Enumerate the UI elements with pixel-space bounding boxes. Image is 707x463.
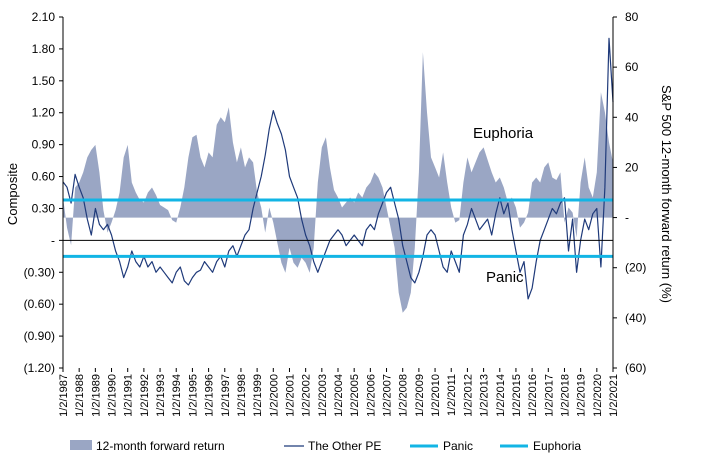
- x-tick-label: 1/2/1995: [187, 374, 199, 417]
- euphoria-annotation: Euphoria: [473, 125, 534, 142]
- x-tick-label: 1/2/1997: [220, 374, 232, 417]
- right-tick-label: (40): [625, 311, 646, 325]
- x-tick-label: 1/2/2018: [559, 374, 571, 417]
- x-tick-label: 1/2/2006: [365, 374, 377, 417]
- x-tick-label: 1/2/2003: [317, 374, 329, 417]
- left-tick-label: -: [51, 233, 55, 247]
- x-tick-label: 1/2/1988: [74, 374, 86, 417]
- x-tick-label: 1/2/2016: [527, 374, 539, 417]
- axes: [62, 17, 614, 368]
- legend: 12-month forward return The Other PE Pan…: [70, 439, 581, 453]
- x-tick-label: 1/2/2007: [382, 374, 394, 417]
- right-tick-label: 20: [625, 160, 639, 174]
- x-tick-label: 1/2/1999: [252, 374, 264, 417]
- right-tick-label: 40: [625, 110, 639, 124]
- x-tick-label: 1/2/2017: [543, 374, 555, 417]
- x-tick-label: 1/2/2010: [430, 374, 442, 417]
- right-tick-label: 80: [625, 10, 639, 24]
- forward-return-area-path: [63, 52, 613, 313]
- left-axis-ticks: 2.10 1.80 1.50 1.20 0.90 0.60 0.30 - (0.30) (0.60…: [24, 10, 63, 375]
- x-tick-label: 1/2/1990: [107, 374, 119, 417]
- x-tick-label: 1/2/2020: [592, 374, 604, 417]
- x-tick-label: 1/2/2012: [462, 374, 474, 417]
- x-tick-label: 1/2/1992: [139, 374, 151, 417]
- threshold-lines: [63, 198, 613, 258]
- x-tick-label: 1/2/2021: [608, 374, 620, 417]
- x-tick-label: 1/2/1993: [155, 374, 167, 417]
- forward-return-area: [63, 52, 613, 313]
- left-tick-label: 1.50: [32, 74, 56, 88]
- x-tick-label: 1/2/2000: [268, 374, 280, 417]
- left-tick-label: 0.60: [32, 170, 56, 184]
- x-tick-label: 1/2/2005: [349, 374, 361, 417]
- x-tick-label: 1/2/2015: [511, 374, 523, 417]
- x-tick-label: 1/2/2004: [333, 374, 345, 417]
- panic-annotation: Panic: [486, 269, 524, 286]
- x-tick-label: 1/2/2019: [576, 374, 588, 417]
- left-tick-label: 1.20: [32, 106, 56, 120]
- x-tick-label: 1/2/2011: [446, 374, 458, 416]
- x-tick-label: 1/2/2014: [495, 374, 507, 417]
- x-tick-label: 1/2/2009: [414, 374, 426, 417]
- x-tick-label: 1/2/1991: [123, 374, 135, 417]
- left-tick-label: 2.10: [32, 10, 56, 24]
- left-tick-label: (0.90): [24, 329, 55, 343]
- right-tick-label: (60): [625, 361, 646, 375]
- other-pe-line-path: [62, 37, 614, 300]
- legend-swatch-forward-return: [70, 440, 92, 450]
- right-tick-label: (20): [625, 261, 646, 275]
- legend-label-panic: Panic: [443, 439, 473, 453]
- legend-label-forward-return: 12-month forward return: [96, 439, 225, 453]
- x-tick-label: 1/2/1998: [236, 374, 248, 417]
- x-tick-label: 1/2/1996: [204, 374, 216, 417]
- right-axis-ticks: 80 60 40 20 - (20) (40) (60): [613, 10, 646, 375]
- x-tick-label: 1/2/1989: [90, 374, 102, 417]
- x-tick-label: 1/2/2001: [284, 374, 296, 417]
- right-axis-title: S&P 500 12-month forward return (%): [659, 85, 674, 303]
- x-tick-label: 1/2/1987: [58, 374, 70, 417]
- x-tick-label: 1/2/2002: [301, 374, 313, 417]
- x-tick-label: 1/2/1994: [171, 374, 183, 417]
- legend-label-euphoria: Euphoria: [533, 439, 581, 453]
- other-pe-line: [62, 37, 614, 300]
- legend-label-other-pe: The Other PE: [308, 439, 381, 453]
- right-tick-label: 60: [625, 60, 639, 74]
- left-tick-label: (1.20): [24, 361, 55, 375]
- x-tick-label: 1/2/2008: [398, 374, 410, 417]
- x-axis-ticks: 1/2/1987 1/2/1988 1/2/1989 1/2/1990 1/2/1991…: [58, 368, 620, 417]
- left-tick-label: (0.30): [24, 265, 55, 279]
- x-tick-label: 1/2/2013: [479, 374, 491, 417]
- left-axis-title: Composite: [5, 163, 20, 225]
- left-tick-label: 0.90: [32, 138, 56, 152]
- right-tick-label: -: [625, 211, 629, 225]
- left-tick-label: (0.60): [24, 297, 55, 311]
- left-tick-label: 0.30: [32, 201, 56, 215]
- left-tick-label: 1.80: [32, 42, 56, 56]
